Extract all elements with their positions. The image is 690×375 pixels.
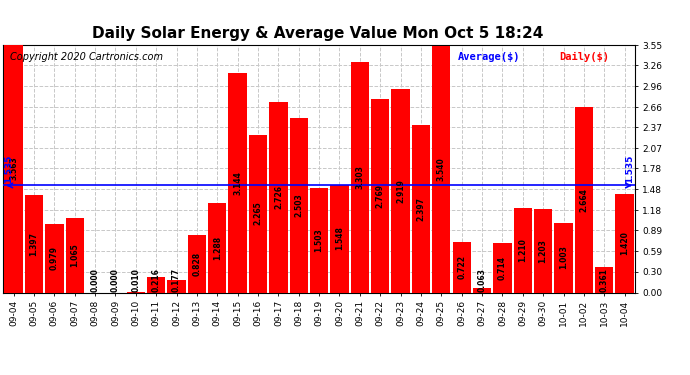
Text: 2.503: 2.503 (294, 194, 304, 217)
Text: 2.664: 2.664 (580, 188, 589, 211)
Text: 3.563: 3.563 (9, 156, 18, 180)
Bar (147, 278, 166, 292)
Bar (351, 62, 369, 292)
Text: 0.177: 0.177 (172, 268, 181, 292)
Text: 2.265: 2.265 (253, 202, 262, 225)
Text: 1.548: 1.548 (335, 226, 344, 251)
Text: 1.065: 1.065 (70, 243, 79, 267)
Text: Copyright 2020 Cartronics.com: Copyright 2020 Cartronics.com (10, 53, 163, 62)
Text: Daily($): Daily($) (559, 53, 609, 63)
Bar (25, 195, 43, 292)
Bar (290, 118, 308, 292)
Text: 1.003: 1.003 (559, 246, 568, 270)
Text: 3.540: 3.540 (437, 157, 446, 181)
Text: 2.769: 2.769 (376, 184, 385, 208)
Text: 1.535: 1.535 (624, 154, 634, 183)
Bar (46, 224, 63, 292)
Text: 0.979: 0.979 (50, 246, 59, 270)
Text: 0.063: 0.063 (477, 268, 486, 292)
Text: 0.828: 0.828 (193, 252, 201, 276)
Text: 0.010: 0.010 (131, 268, 140, 292)
Bar (331, 184, 348, 292)
Text: 1.288: 1.288 (213, 236, 221, 260)
Text: 0.714: 0.714 (498, 256, 507, 280)
Bar (66, 218, 84, 292)
Bar (168, 280, 186, 292)
Bar (534, 209, 552, 292)
Text: 3.303: 3.303 (355, 165, 364, 189)
Text: 3.144: 3.144 (233, 171, 242, 195)
Bar (453, 242, 471, 292)
Bar (228, 73, 247, 292)
Text: 1.535: 1.535 (4, 154, 14, 183)
Text: 0.216: 0.216 (152, 268, 161, 292)
Bar (208, 203, 226, 292)
Text: 1.210: 1.210 (518, 238, 527, 262)
Text: Daily Solar Energy & Average Value Mon Oct 5 18:24: Daily Solar Energy & Average Value Mon O… (92, 26, 543, 41)
Bar (391, 89, 410, 292)
Bar (575, 107, 593, 292)
Text: 0.000: 0.000 (111, 268, 120, 292)
Text: 1.203: 1.203 (539, 238, 548, 262)
Text: 2.397: 2.397 (417, 197, 426, 221)
Bar (473, 288, 491, 292)
Bar (615, 194, 634, 292)
Bar (513, 208, 532, 292)
Text: 2.726: 2.726 (274, 186, 283, 210)
Text: 0.361: 0.361 (600, 268, 609, 292)
Text: 0.000: 0.000 (90, 268, 99, 292)
Bar (269, 102, 288, 292)
Bar (4, 44, 23, 292)
Text: Average($): Average($) (458, 53, 520, 62)
Text: 1.420: 1.420 (620, 231, 629, 255)
Text: 1.397: 1.397 (30, 232, 39, 256)
Bar (595, 267, 613, 292)
Text: 2.919: 2.919 (396, 179, 405, 203)
Bar (371, 99, 389, 292)
Bar (412, 125, 430, 292)
Bar (310, 188, 328, 292)
Bar (432, 46, 451, 292)
Bar (493, 243, 511, 292)
Text: 1.503: 1.503 (315, 228, 324, 252)
Bar (554, 223, 573, 292)
Bar (249, 135, 267, 292)
Text: 0.722: 0.722 (457, 255, 466, 279)
Bar (188, 235, 206, 292)
